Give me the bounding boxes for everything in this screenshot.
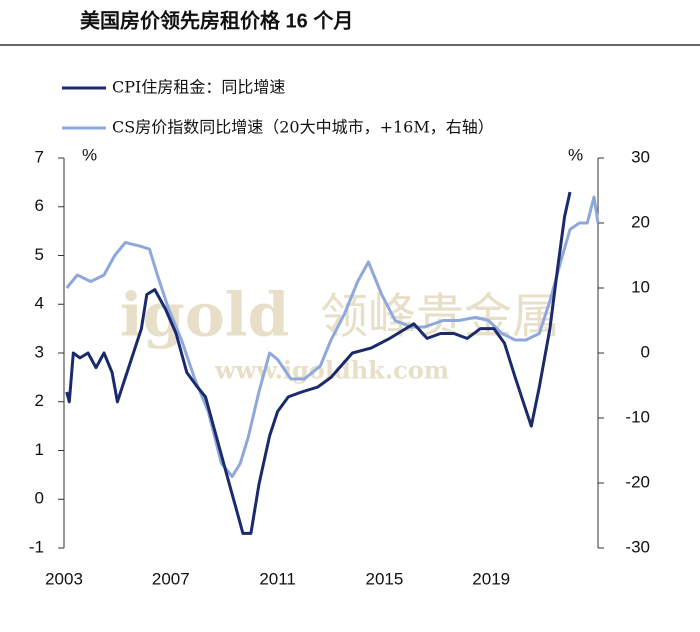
y2-unit: % bbox=[568, 145, 583, 164]
y-tick-label: 2 bbox=[35, 391, 44, 410]
x-tick-label: 2003 bbox=[45, 569, 83, 588]
y-tick-label: 6 bbox=[35, 196, 44, 215]
x-tick-label: 2015 bbox=[365, 569, 403, 588]
watermark: igold bbox=[120, 281, 290, 351]
y-tick-label: 0 bbox=[35, 489, 44, 508]
y-tick-label: -1 bbox=[29, 537, 44, 556]
y-tick-label: 5 bbox=[35, 245, 44, 264]
y-tick-label: 1 bbox=[35, 440, 44, 459]
y2-tick-label: 10 bbox=[631, 277, 650, 296]
y2-tick-label: 20 bbox=[631, 212, 650, 231]
x-tick-label: 2007 bbox=[152, 569, 190, 588]
y2-tick-label: -10 bbox=[625, 407, 650, 426]
x-tick-label: 2019 bbox=[472, 569, 510, 588]
watermark: www.igoldhk.com bbox=[214, 356, 449, 385]
y-tick-label: 3 bbox=[35, 342, 44, 361]
y-tick-label: 4 bbox=[35, 294, 44, 313]
y-tick-label: 7 bbox=[35, 147, 44, 166]
y2-tick-label: -30 bbox=[625, 537, 650, 556]
watermark: 领峰贵金属 bbox=[320, 289, 560, 345]
legend-label: CPI住房租金：同比增速 bbox=[112, 78, 285, 97]
y2-tick-label: 30 bbox=[631, 147, 650, 166]
y-unit: % bbox=[82, 145, 97, 164]
series-line bbox=[65, 191, 572, 535]
y2-tick-label: 0 bbox=[641, 342, 650, 361]
y2-tick-label: -20 bbox=[625, 472, 650, 491]
x-tick-label: 2011 bbox=[259, 569, 296, 588]
chart-title: 美国房价领先房租价格 16 个月 bbox=[80, 8, 353, 32]
series-line bbox=[65, 195, 600, 478]
legend-label: CS房价指数同比增速（20大中城市，+16M，右轴） bbox=[112, 118, 494, 137]
